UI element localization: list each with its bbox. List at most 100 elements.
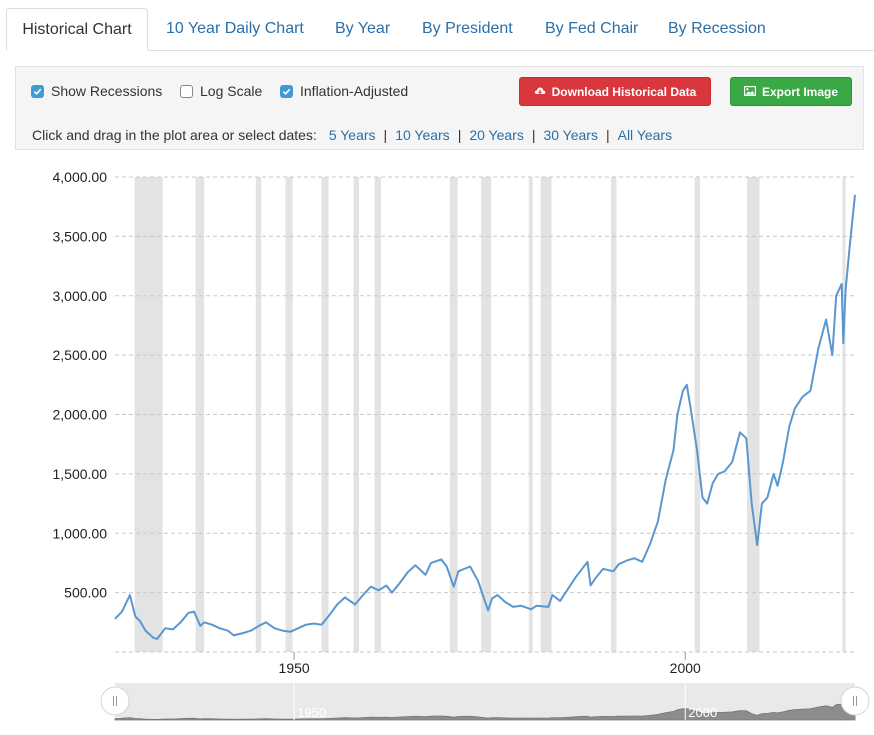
data-point — [504, 601, 507, 604]
navigator-right-handle[interactable] — [840, 686, 870, 716]
data-point — [772, 472, 775, 475]
data-point — [848, 247, 851, 250]
data-point — [452, 585, 455, 588]
data-point — [211, 623, 214, 626]
tabs-divider — [148, 50, 874, 51]
y-tick-label: 1,500.00 — [53, 466, 108, 482]
data-point — [203, 621, 206, 624]
data-point — [530, 608, 533, 611]
data-point — [128, 594, 131, 597]
data-point — [844, 288, 847, 291]
data-point — [731, 461, 734, 464]
data-point — [535, 604, 538, 607]
data-point — [289, 630, 292, 633]
tab-by-year[interactable]: By Year — [335, 20, 391, 37]
data-point — [676, 413, 679, 416]
data-point — [121, 610, 124, 613]
checkbox-checked-icon[interactable] — [31, 84, 44, 98]
image-icon — [743, 85, 756, 99]
data-point — [776, 484, 779, 487]
range-5-years-link[interactable]: 5 Years — [328, 127, 376, 143]
data-point — [328, 614, 331, 617]
data-point — [745, 437, 748, 440]
data-point — [304, 623, 307, 626]
data-point — [477, 579, 480, 582]
recession-band — [540, 177, 552, 652]
data-point — [406, 571, 409, 574]
export-image-button[interactable]: Export Image — [730, 77, 852, 106]
data-point — [187, 611, 190, 614]
navigator-left-handle[interactable] — [100, 686, 130, 716]
data-point — [574, 576, 577, 579]
range-separator: | — [383, 127, 388, 143]
historical-line-chart[interactable]: 500.00 1,000.00 1,500.00 2,000.00 2,500.00 3,… — [0, 160, 874, 735]
data-point — [164, 627, 167, 630]
data-point — [193, 610, 196, 613]
data-point — [391, 591, 394, 594]
data-point — [218, 627, 221, 630]
data-point — [854, 193, 857, 196]
price-series-line[interactable] — [114, 194, 856, 640]
data-point — [377, 589, 380, 592]
plot-area[interactable] — [114, 193, 857, 640]
data-point — [842, 342, 845, 345]
tab-10-year-daily-chart[interactable]: 10 Year Daily Chart — [166, 20, 304, 37]
data-point — [750, 502, 753, 505]
data-point — [664, 478, 667, 481]
navigator-tick-label: 2000 — [688, 705, 717, 720]
data-point — [385, 584, 388, 587]
range-10-years-link[interactable]: 10 Years — [395, 127, 450, 143]
range-all-years-link[interactable]: All Years — [617, 127, 673, 143]
inflation-adjusted-checkbox[interactable]: Inflation-Adjusted — [280, 83, 408, 99]
data-point — [430, 562, 433, 565]
handle-knob[interactable] — [840, 686, 870, 716]
tab-by-fed-chair[interactable]: By Fed Chair — [545, 20, 639, 37]
axes: 500.00 1,000.00 1,500.00 2,000.00 2,500.00 3,… — [53, 169, 855, 676]
data-point — [179, 621, 182, 624]
y-tick-label: 3,500.00 — [53, 228, 108, 244]
data-point — [685, 383, 688, 386]
data-point — [840, 282, 843, 285]
checkbox-checked-icon[interactable] — [280, 84, 293, 98]
handle-knob[interactable] — [100, 686, 130, 716]
tab-by-recession[interactable]: By Recession — [668, 20, 766, 37]
data-point — [831, 354, 834, 357]
log-scale-checkbox[interactable]: Log Scale — [180, 83, 262, 99]
data-point — [440, 558, 443, 561]
cloud-download-icon — [534, 85, 546, 99]
range-navigator[interactable]: 1950 2000 — [100, 683, 870, 721]
data-point — [766, 496, 769, 499]
data-point — [312, 622, 315, 625]
data-point — [233, 634, 236, 637]
data-point — [649, 543, 652, 546]
data-point — [520, 604, 523, 607]
data-point — [586, 560, 589, 563]
data-point — [739, 431, 742, 434]
data-point — [547, 605, 550, 608]
tab-historical-chart[interactable]: Historical Chart — [6, 8, 148, 51]
data-point — [171, 628, 174, 631]
inflation-adjusted-label: Inflation-Adjusted — [300, 83, 409, 99]
data-point — [672, 449, 675, 452]
data-point — [612, 570, 615, 573]
x-tick-label: 1950 — [279, 660, 310, 676]
data-point — [761, 502, 764, 505]
range-20-years-link[interactable]: 20 Years — [469, 127, 524, 143]
data-point — [344, 596, 347, 599]
tab-by-president[interactable]: By President — [422, 20, 513, 37]
data-point — [414, 564, 417, 567]
y-tick-label: 2,000.00 — [53, 407, 108, 423]
chart-controls-panel: Show Recessions Log Scale Inflation-Adju… — [15, 66, 864, 150]
data-point — [281, 629, 284, 632]
data-point — [711, 482, 714, 485]
date-range-selector: Click and drag in the plot area or selec… — [32, 127, 672, 143]
download-historical-data-button[interactable]: Download Historical Data — [519, 77, 711, 106]
data-point — [723, 470, 726, 473]
checkbox-unchecked-icon[interactable] — [180, 84, 193, 98]
data-point — [594, 577, 597, 580]
data-point — [114, 617, 117, 620]
range-30-years-link[interactable]: 30 Years — [543, 127, 598, 143]
data-point — [717, 472, 720, 475]
show-recessions-checkbox[interactable]: Show Recessions — [31, 83, 162, 99]
data-point — [682, 389, 685, 392]
